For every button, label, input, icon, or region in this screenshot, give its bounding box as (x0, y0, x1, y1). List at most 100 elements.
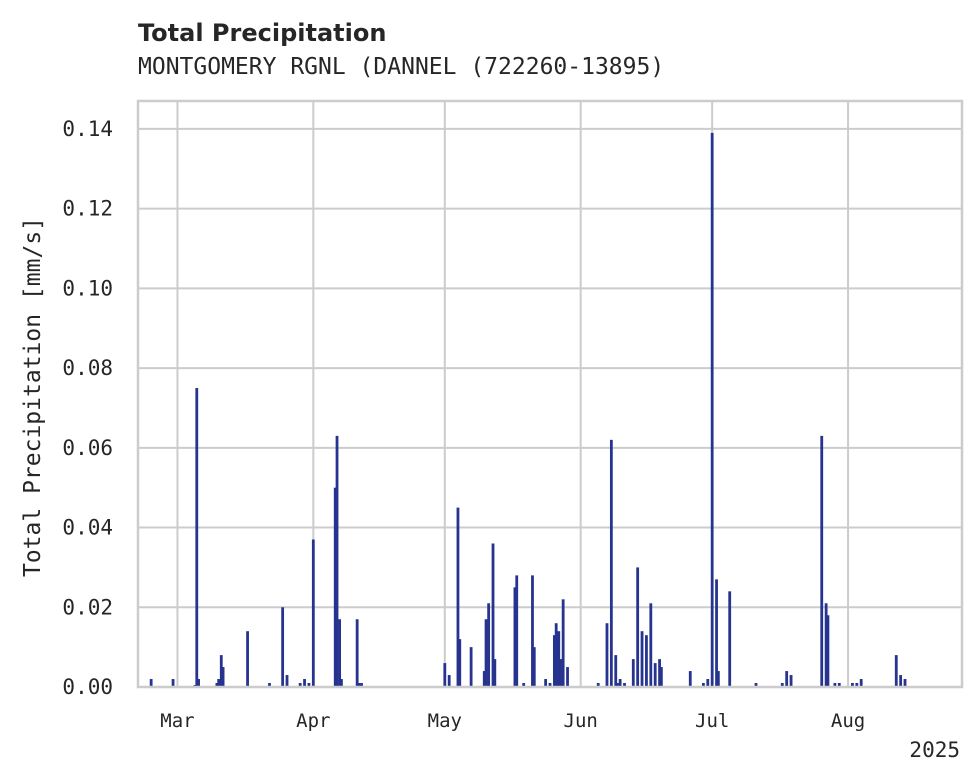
y-tick-label: 0.06 (62, 436, 113, 460)
precipitation-bar (515, 575, 519, 687)
precipitation-bar (357, 683, 361, 687)
precipitation-bar (659, 667, 663, 687)
precipitation-bar (554, 623, 558, 687)
precipitation-bar (605, 623, 609, 687)
precipitation-bar (298, 683, 302, 687)
precipitation-bar (636, 567, 640, 687)
chart-subtitle: MONTGOMERY RGNL (DANNEL (722260-13895) (138, 54, 664, 80)
precipitation-bar (268, 683, 271, 687)
precipitation-bar (894, 655, 898, 687)
y-tick-label: 0.14 (62, 117, 113, 141)
y-axis-label: Total Precipitation [mm/s] (20, 217, 46, 577)
precipitation-bar (716, 671, 720, 687)
precipitation-bar (355, 619, 359, 687)
precipitation-bar (566, 667, 569, 687)
bars-layer (149, 132, 907, 687)
precipitation-bar (522, 683, 526, 687)
precipitation-bar (532, 647, 536, 687)
y-tick-label: 0.10 (62, 276, 113, 300)
y-tick-label: 0.04 (62, 516, 113, 540)
precipitation-bar (780, 683, 784, 687)
precipitation-bar (458, 639, 462, 687)
x-tick-label: May (428, 710, 462, 732)
x-tick-label: Jul (695, 710, 729, 732)
precipitation-bar (658, 659, 661, 687)
precipitation-bar (859, 679, 863, 687)
precipitation-bar (513, 587, 517, 687)
precipitation-bar (548, 683, 552, 687)
precipitation-bar (338, 619, 342, 687)
x-axis-year-label: 2025 (909, 738, 960, 762)
precipitation-bar (754, 683, 758, 687)
precipitation-bar (197, 679, 200, 687)
precipitation-bar (360, 683, 363, 687)
precipitation-bar (618, 679, 622, 687)
precipitation-bar (837, 683, 841, 687)
precipitation-bar (335, 435, 339, 687)
precipitation-bar (285, 675, 289, 687)
y-tick-label: 0.00 (62, 675, 113, 699)
precipitation-bar (215, 683, 219, 687)
precipitation-bar (833, 683, 837, 687)
precipitation-bar (824, 603, 828, 687)
x-tick-label: Jun (564, 710, 598, 732)
precipitation-bar (552, 635, 556, 687)
precipitation-bar (531, 575, 534, 687)
precipitation-bar (493, 659, 497, 687)
x-tick-label: Mar (160, 710, 194, 732)
precipitation-bar (217, 679, 221, 687)
precipitation-bar (614, 655, 618, 687)
precipitation-bar (195, 388, 199, 687)
precipitation-bar (456, 507, 460, 687)
precipitation-bar (649, 603, 653, 687)
precipitation-bar (340, 679, 343, 687)
precipitation-bar (706, 679, 710, 687)
precipitation-bar (443, 663, 447, 687)
precipitation-bar (561, 599, 565, 687)
precipitation-bar (246, 631, 249, 687)
y-tick-label: 0.08 (62, 356, 113, 380)
precipitation-bar (702, 683, 705, 687)
precipitation-bar (219, 655, 223, 687)
y-tick-label: 0.02 (62, 595, 113, 619)
x-axis-ticks: Mar Apr May Jun Jul Aug (160, 710, 865, 732)
precipitation-bar (789, 675, 793, 687)
precipitation-bar (899, 675, 903, 687)
precipitation-bar (715, 579, 718, 687)
precipitation-bar (855, 683, 859, 687)
precipitation-bar (333, 487, 337, 687)
precipitation-bar (447, 675, 451, 687)
y-axis-ticks: 0.00 0.02 0.04 0.06 0.08 0.10 0.12 0.14 (62, 117, 113, 699)
precipitation-bar (609, 439, 613, 687)
precipitation-bar (785, 671, 789, 687)
precipitation-bar (484, 619, 488, 687)
x-tick-label: Apr (296, 710, 330, 732)
precipitation-bar (559, 659, 562, 687)
precipitation-bar (303, 679, 306, 687)
precipitation-bar (820, 435, 824, 687)
precipitation-bar (653, 663, 657, 687)
x-tick-label: Aug (831, 710, 865, 732)
precipitation-bar (469, 647, 473, 687)
precipitation-bar (826, 615, 830, 687)
precipitation-bar (903, 679, 907, 687)
precipitation-bar (596, 683, 600, 687)
precipitation-bar (623, 683, 626, 687)
precipitation-bar (487, 603, 491, 687)
precipitation-bar (221, 667, 225, 687)
chart-title: Total Precipitation (138, 19, 386, 47)
precipitation-bar (688, 671, 692, 687)
precipitation-bar (171, 679, 175, 687)
precipitation-bar (311, 539, 315, 687)
precipitation-bar (307, 683, 311, 687)
precipitation-bar (616, 683, 619, 687)
precipitation-bar (645, 635, 648, 687)
precipitation-bar (491, 543, 495, 687)
precipitation-bar (281, 607, 285, 687)
y-tick-label: 0.12 (62, 197, 113, 221)
grid-layer (138, 101, 962, 688)
precipitation-bar (149, 679, 153, 687)
precipitation-bar (482, 671, 486, 687)
precipitation-bar (640, 631, 644, 687)
